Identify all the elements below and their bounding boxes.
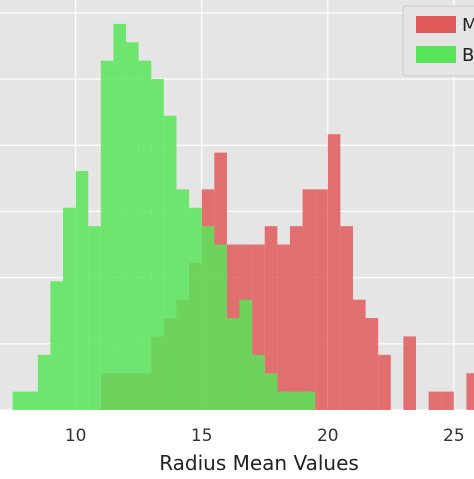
bar-m: [365, 318, 379, 410]
bar-m: [403, 336, 417, 410]
x-tick-label: 10: [65, 426, 87, 446]
legend-swatch-b: [416, 46, 456, 63]
bar-b: [239, 299, 253, 410]
bar-b: [264, 373, 278, 410]
bar-b: [289, 391, 303, 410]
bar-b: [75, 170, 89, 410]
legend: M B: [402, 5, 474, 77]
x-axis-ticks: 10 15 20 25: [65, 426, 465, 446]
bar-m: [378, 354, 391, 410]
bar-m: [428, 391, 442, 410]
bar-b: [37, 354, 51, 410]
bar-m: [277, 244, 290, 410]
x-tick-label: 25: [443, 426, 465, 446]
legend-label-m: M: [462, 15, 474, 36]
bar-m: [302, 189, 316, 410]
bar-b: [176, 189, 190, 410]
bar-b: [226, 318, 240, 410]
bar-b: [50, 281, 64, 410]
bar-b: [201, 226, 215, 410]
bar-b: [88, 226, 101, 410]
bar-m: [466, 373, 474, 410]
bar-b: [163, 115, 177, 411]
bar-m: [327, 134, 341, 410]
bar-m: [340, 226, 353, 410]
bar-b: [151, 79, 164, 411]
bar-b: [302, 391, 316, 410]
bar-b: [138, 60, 152, 411]
bar-m: [315, 189, 328, 410]
series-b-bars: [12, 23, 316, 411]
x-tick-label: 20: [317, 426, 339, 446]
legend-label-b: B: [462, 45, 474, 66]
x-axis-label: Radius Mean Values: [159, 451, 359, 474]
bar-b: [113, 23, 127, 411]
bar-b: [277, 391, 290, 410]
x-tick-label: 15: [191, 426, 213, 446]
bar-m: [441, 391, 454, 410]
bar-b: [214, 244, 227, 410]
bar-b: [126, 42, 139, 411]
bar-m: [352, 299, 366, 410]
bar-b: [12, 391, 26, 410]
bar-m: [264, 226, 278, 410]
bar-b: [252, 354, 265, 410]
bar-m: [289, 226, 303, 410]
bar-b: [100, 60, 114, 411]
bar-b: [25, 391, 38, 410]
legend-swatch-m: [416, 16, 456, 33]
bar-b: [63, 207, 76, 410]
bar-b: [189, 207, 202, 410]
